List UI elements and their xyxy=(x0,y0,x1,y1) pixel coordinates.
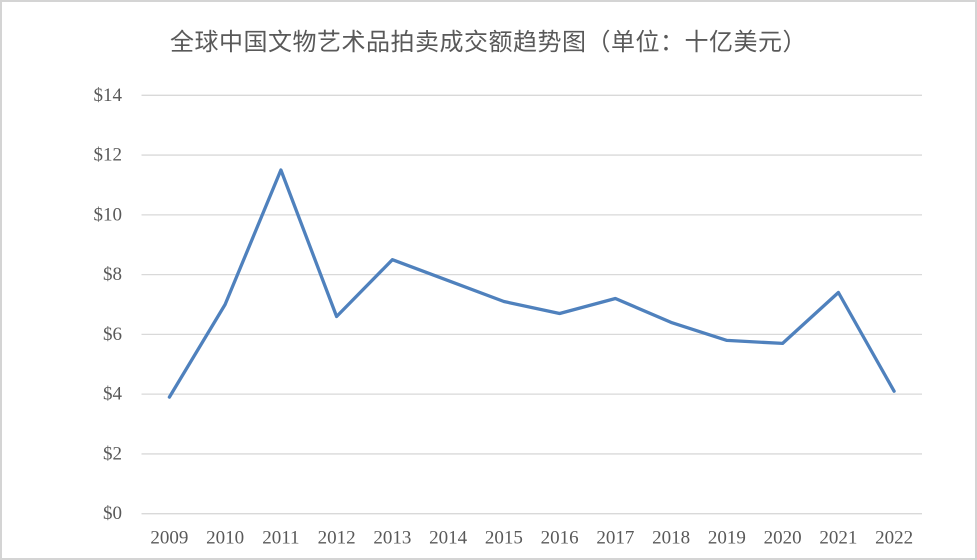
x-axis-tick-label: 2021 xyxy=(819,528,857,549)
x-axis-tick-label: 2011 xyxy=(262,528,299,549)
y-axis-tick-label: $10 xyxy=(94,204,123,225)
y-axis-tick-label: $4 xyxy=(103,384,123,405)
x-axis-tick-label: 2022 xyxy=(875,528,913,549)
y-axis-tick-label: $8 xyxy=(103,264,122,285)
y-axis-tick-label: $12 xyxy=(94,145,123,166)
y-axis-tick-label: $2 xyxy=(103,443,122,464)
x-axis-tick-label: 2018 xyxy=(652,528,690,549)
y-axis-tick-label: $14 xyxy=(94,85,123,106)
x-axis-tick-label: 2017 xyxy=(596,528,634,549)
trend-line xyxy=(167,168,896,399)
y-axis-tick-label: $6 xyxy=(103,324,122,345)
x-axis-tick-label: 2020 xyxy=(764,528,802,549)
x-axis-tick-label: 2013 xyxy=(373,528,411,549)
x-axis-tick-label: 2010 xyxy=(206,528,244,549)
x-axis-tick-label: 2015 xyxy=(485,528,523,549)
y-axis-tick-label: $0 xyxy=(103,503,122,524)
x-axis-tick-label: 2014 xyxy=(429,528,468,549)
x-axis-tick-label: 2019 xyxy=(708,528,746,549)
x-axis-tick-label: 2012 xyxy=(318,528,356,549)
x-axis-tick-label: 2016 xyxy=(541,528,579,549)
chart-title: 全球中国文物艺术品拍卖成交额趋势图（单位：十亿美元） xyxy=(170,30,807,56)
x-axis-tick-label: 2009 xyxy=(150,528,188,549)
